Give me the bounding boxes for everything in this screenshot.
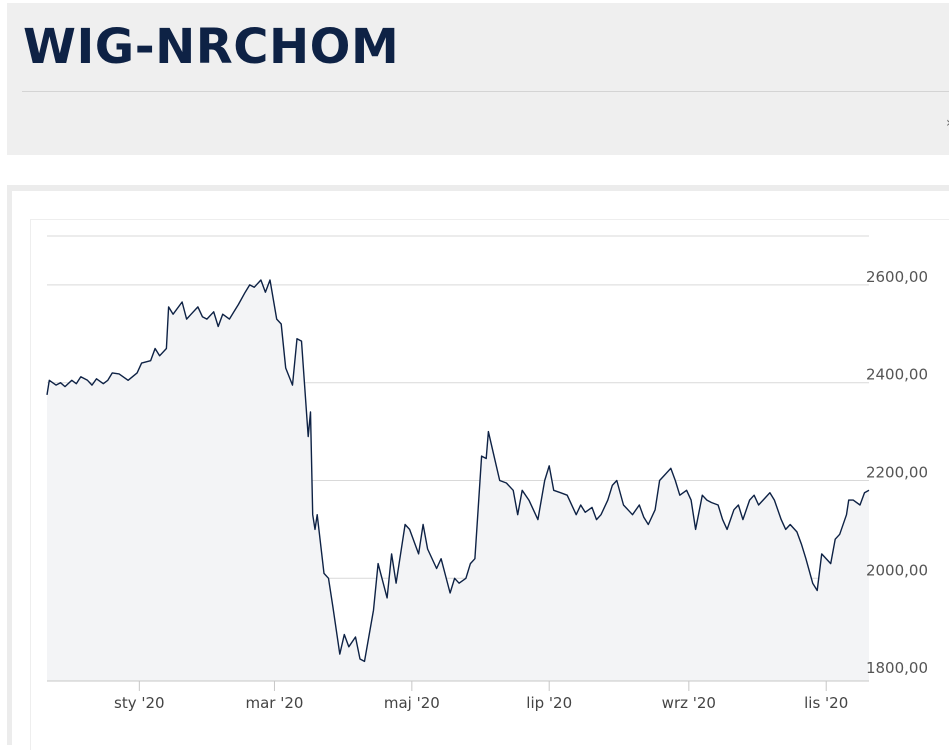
x-tick-label: lis '20 xyxy=(804,694,848,712)
x-tick-label: mar '20 xyxy=(245,694,303,712)
x-tick-label: maj '20 xyxy=(384,694,440,712)
y-axis-ticks: 1800,00 2000,00 2200,00 2400,00 2600,00 xyxy=(866,268,928,677)
y-tick-label: 2600,00 xyxy=(866,268,928,286)
x-tick-label: wrz '20 xyxy=(662,694,716,712)
page-title: WIG-NRCHOM xyxy=(23,19,400,75)
x-axis-ticks: sty '20 mar '20 maj '20 lip '20 wrz '20 lis '… xyxy=(114,681,848,712)
page-header: WIG-NRCHOM › xyxy=(7,3,949,155)
header-divider xyxy=(22,91,949,92)
scroll-arrow-icon[interactable]: › xyxy=(946,115,949,131)
y-tick-label: 2200,00 xyxy=(866,464,928,482)
y-tick-label: 1800,00 xyxy=(866,659,928,677)
y-tick-label: 2400,00 xyxy=(866,366,928,384)
x-tick-label: lip '20 xyxy=(526,694,572,712)
price-area-fill xyxy=(47,280,869,681)
x-tick-label: sty '20 xyxy=(114,694,165,712)
y-tick-label: 2000,00 xyxy=(866,561,928,579)
price-line xyxy=(46,279,870,663)
